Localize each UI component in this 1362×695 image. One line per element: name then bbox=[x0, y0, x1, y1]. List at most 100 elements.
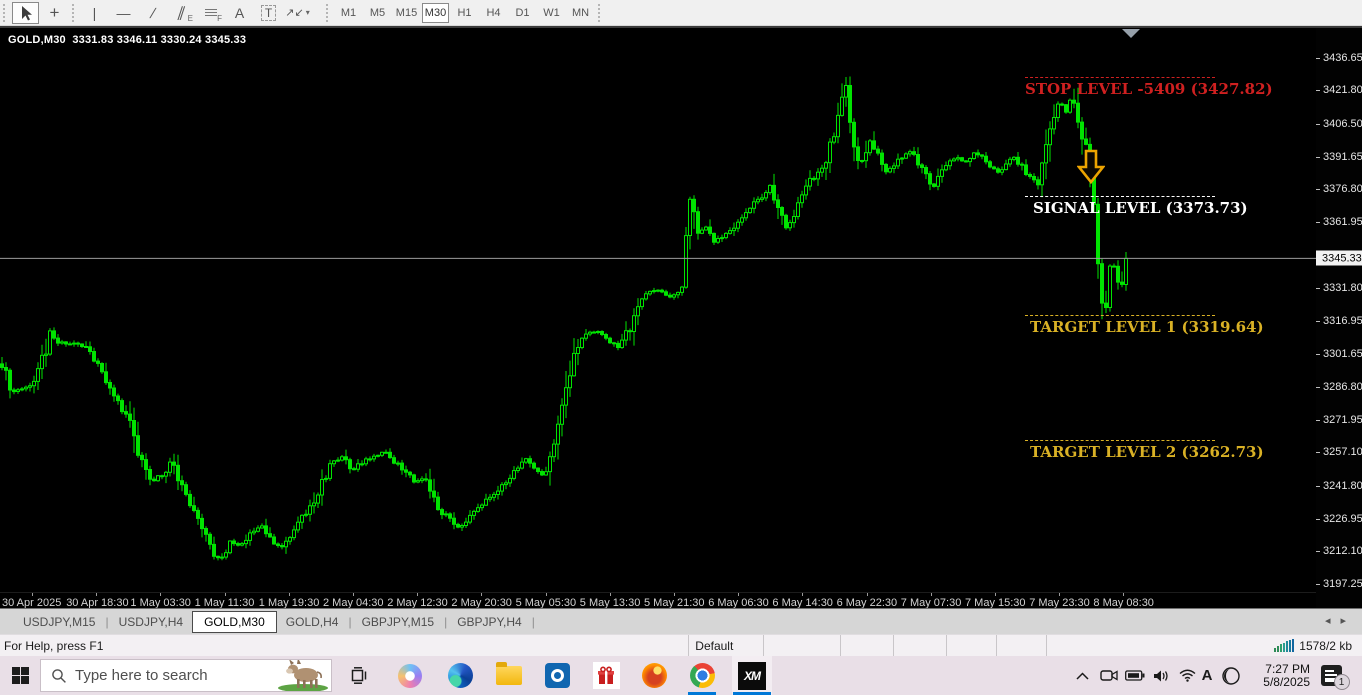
file-explorer-icon bbox=[496, 662, 522, 685]
tray-meet-now-button[interactable] bbox=[1096, 656, 1122, 695]
trendline-tool[interactable]: / bbox=[139, 2, 166, 24]
chart-tab-gold-m30[interactable]: GOLD,M30 bbox=[192, 610, 277, 633]
time-axis-label: 1 May 11:30 bbox=[194, 597, 255, 609]
text-label-tool[interactable]: T bbox=[255, 2, 282, 24]
top-toolbar: + | — / ∥ E F A T ↗↙ ▾ M1 M5 M15 M30 H1 H4 D1 W… bbox=[0, 0, 1362, 26]
notification-center-button[interactable]: 1 bbox=[1314, 656, 1350, 695]
tab-separator: | bbox=[444, 614, 448, 629]
timeframe-button-m30[interactable]: M30 bbox=[422, 2, 449, 23]
equidistant-channel-tool[interactable]: ∥ E bbox=[168, 2, 195, 24]
tray-clock[interactable]: 7:27 PM 5/8/2025 bbox=[1248, 656, 1310, 695]
fibonacci-tool[interactable]: F bbox=[197, 2, 224, 24]
price-axis-tick bbox=[1316, 189, 1320, 191]
price-axis-label: 3331.80 bbox=[1323, 282, 1362, 295]
price-axis-tick bbox=[1316, 90, 1320, 92]
chart-tab-gold-h4[interactable]: GOLD,H4 bbox=[285, 614, 339, 629]
time-axis-tick bbox=[353, 593, 354, 596]
file-explorer-button[interactable] bbox=[489, 656, 529, 695]
timeframe-button-m15[interactable]: M15 bbox=[395, 6, 418, 19]
time-axis-tick bbox=[802, 593, 804, 596]
tray-battery-button[interactable] bbox=[1122, 656, 1148, 695]
price-axis-tick bbox=[1316, 551, 1320, 553]
price-axis-label: 3361.95 bbox=[1323, 215, 1362, 228]
tray-language-button[interactable]: A bbox=[1196, 656, 1218, 695]
text-tool[interactable]: A bbox=[226, 2, 253, 24]
copilot-button[interactable] bbox=[392, 656, 428, 695]
price-axis-label: 3286.80 bbox=[1323, 381, 1362, 394]
tray-chevron-button[interactable] bbox=[1070, 656, 1094, 695]
chart-tab-usdjpy-m15[interactable]: USDJPY,M15 bbox=[23, 614, 96, 629]
edge-button[interactable] bbox=[440, 656, 480, 695]
time-axis-label: 30 Apr 18:30 bbox=[66, 597, 129, 609]
toolbar-grip[interactable] bbox=[72, 3, 77, 22]
chart-window: GOLD,M30 3331.83 3346.11 3330.24 3345.33… bbox=[0, 26, 1362, 610]
timeframe-button-w1[interactable]: W1 bbox=[543, 6, 560, 19]
firefox-button[interactable] bbox=[634, 656, 674, 695]
time-axis-label: 1 May 19:30 bbox=[258, 597, 320, 609]
price-axis[interactable]: 3436.65 3421.80 3406.50 3391.65 3376.80 3361.… bbox=[1316, 28, 1362, 610]
firefox-icon bbox=[641, 663, 667, 688]
time-axis-tick bbox=[481, 593, 483, 596]
price-axis-label: 3301.65 bbox=[1323, 348, 1362, 361]
start-button[interactable] bbox=[0, 656, 40, 695]
speaker-icon bbox=[1153, 670, 1168, 681]
outlook-icon bbox=[544, 663, 570, 688]
tray-ime-button[interactable] bbox=[1218, 656, 1244, 695]
channel-icon: ∥ bbox=[175, 4, 188, 20]
price-axis-tick bbox=[1316, 156, 1320, 158]
price-axis-label: 3241.80 bbox=[1323, 480, 1362, 492]
timeframe-button-m1[interactable]: M1 bbox=[340, 6, 357, 19]
tray-wifi-button[interactable] bbox=[1174, 656, 1200, 695]
task-view-button[interactable] bbox=[340, 656, 376, 695]
timeframe-button-mn[interactable]: MN bbox=[571, 6, 590, 19]
chart-tab-gbpjpy-h4[interactable]: GBPJPY,H4 bbox=[457, 614, 522, 629]
price-axis-tick bbox=[1316, 583, 1320, 585]
toolbar-grip[interactable] bbox=[3, 3, 8, 22]
symbol-label: GOLD,M30 bbox=[8, 34, 66, 46]
connection-bars-icon bbox=[1274, 639, 1295, 652]
price-axis-label: 3316.95 bbox=[1323, 314, 1362, 327]
notification-icon: 1 bbox=[1320, 665, 1350, 690]
timeframe-button-m5[interactable]: M5 bbox=[369, 6, 386, 19]
toolbar-grip[interactable] bbox=[326, 3, 331, 22]
horizontal-line-tool[interactable]: — bbox=[110, 2, 137, 24]
chart-tab-usdjpy-h4[interactable]: USDJPY,H4 bbox=[118, 614, 184, 629]
horizontal-line-icon: — bbox=[116, 4, 131, 21]
taskbar-search-input[interactable]: Type here to search bbox=[40, 659, 332, 692]
symbol-ohlc-label: GOLD,M30 3331.83 3346.11 3330.24 3345.33 bbox=[8, 34, 246, 46]
toolbar-grip[interactable] bbox=[598, 3, 603, 22]
timeframe-button-h1[interactable]: H1 bbox=[457, 6, 472, 19]
timeframe-button-d1[interactable]: D1 bbox=[515, 6, 530, 19]
target1-level-line bbox=[1025, 314, 1215, 316]
outlook-button[interactable] bbox=[537, 656, 577, 695]
gift-app-button[interactable] bbox=[586, 656, 626, 695]
search-icon bbox=[52, 668, 66, 683]
status-profile[interactable]: Default bbox=[688, 635, 763, 656]
price-axis-tick bbox=[1316, 354, 1320, 356]
vertical-line-tool[interactable]: | bbox=[81, 2, 108, 24]
wifi-icon bbox=[1179, 669, 1195, 682]
chrome-button[interactable] bbox=[682, 656, 722, 695]
tray-volume-button[interactable] bbox=[1148, 656, 1174, 695]
price-axis-label: 3421.80 bbox=[1323, 84, 1362, 97]
time-axis-tick bbox=[96, 593, 98, 596]
timeframe-button-h4[interactable]: H4 bbox=[486, 6, 501, 19]
cursor-tool[interactable] bbox=[12, 1, 39, 24]
chart-plot-area[interactable] bbox=[0, 30, 1316, 592]
crosshair-tool[interactable]: + bbox=[41, 2, 68, 24]
shapes-tool[interactable]: ↗↙ ▾ bbox=[284, 2, 311, 24]
time-axis[interactable]: 30 Apr 2025 30 Apr 18:30 1 May 03:30 1 May … bbox=[0, 592, 1316, 610]
arrows-icon: ↗↙ bbox=[285, 7, 304, 19]
chrome-icon bbox=[689, 663, 715, 688]
tab-scroll-arrows[interactable]: ◂▸ bbox=[1324, 615, 1356, 627]
chart-tab-bar: USDJPY,M15 | USDJPY,H4 GOLD,M30 GOLD,H4 | GBPJ… bbox=[0, 608, 1362, 634]
chart-tab-gbpjpy-m15[interactable]: GBPJPY,M15 bbox=[361, 614, 435, 629]
price-axis-label: 3376.80 bbox=[1323, 183, 1362, 196]
xm-trading-button[interactable]: XM bbox=[732, 656, 772, 695]
status-cell bbox=[893, 635, 946, 656]
windows-logo-icon bbox=[11, 667, 29, 684]
time-axis-label: 2 May 04:30 bbox=[323, 597, 384, 609]
time-axis-label: 7 May 07:30 bbox=[900, 597, 962, 609]
price-axis-tick bbox=[1316, 452, 1320, 454]
status-cell bbox=[763, 635, 840, 656]
